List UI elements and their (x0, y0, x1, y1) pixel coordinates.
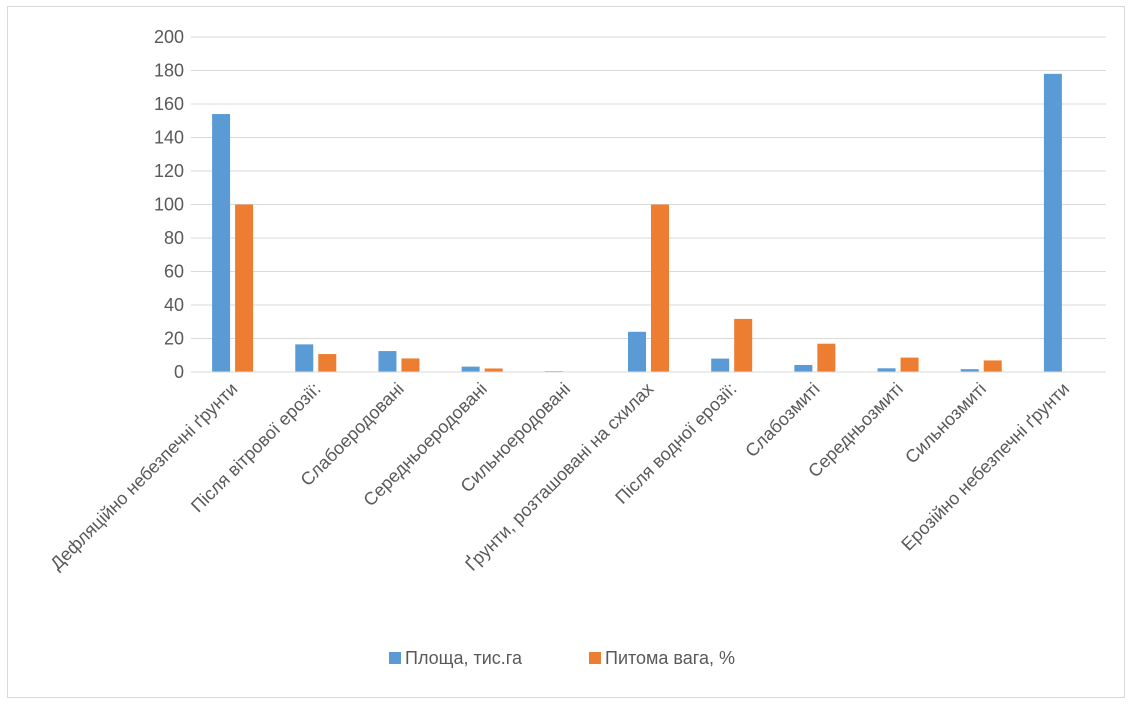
y-tick-label: 80 (164, 228, 184, 248)
bar-series-1 (295, 344, 314, 372)
bar-series-1 (628, 331, 646, 372)
category-label: Ерозійно небезпечні ґрунти (897, 379, 1073, 555)
bar-series-1 (1043, 73, 1062, 372)
bar-series-2 (235, 204, 254, 372)
y-tick-label: 120 (154, 161, 184, 181)
legend-label: Площа, тис.га (405, 648, 523, 668)
bar-series-1 (461, 366, 480, 372)
legend-label: Питома вага, % (605, 648, 735, 668)
bars (212, 73, 1062, 373)
y-tick-label: 60 (164, 262, 184, 282)
y-tick-label: 100 (154, 195, 184, 215)
bar-series-2 (900, 357, 919, 372)
bar-series-1 (794, 364, 813, 372)
y-tick-label: 140 (154, 128, 184, 148)
bar-series-1 (711, 358, 730, 372)
bar-series-1 (877, 368, 896, 372)
y-tick-label: 0 (174, 362, 184, 382)
y-tick-label: 40 (164, 295, 184, 315)
legend-swatch (389, 652, 401, 664)
y-axis-ticks: 0 20 40 60 80 100 120 140 160 180 200 (154, 27, 184, 382)
bar-series-1 (378, 351, 397, 372)
category-label: Слабозмиті (741, 379, 823, 461)
y-tick-label: 20 (164, 329, 184, 349)
bar-series-2 (734, 318, 753, 372)
category-label: Сильнозмиті (901, 379, 990, 468)
bar-series-1 (960, 369, 979, 372)
chart-frame: 0 20 40 60 80 100 120 140 160 180 200 Дефляційно н… (7, 6, 1125, 698)
bar-series-2 (651, 204, 669, 372)
gridlines (191, 36, 1106, 339)
legend: Площа, тис.га Питома вага, % (389, 648, 735, 668)
y-tick-label: 160 (154, 94, 184, 114)
bar-series-1 (212, 114, 231, 373)
bar-series-2 (817, 343, 836, 372)
bar-series-2 (983, 360, 1002, 372)
y-tick-label: 180 (154, 61, 184, 81)
bar-chart: 0 20 40 60 80 100 120 140 160 180 200 Дефляційно н… (46, 27, 1106, 668)
bar-series-2 (401, 358, 420, 372)
legend-swatch (589, 652, 601, 664)
bar-series-2 (484, 368, 503, 372)
bar-series-2 (318, 354, 337, 372)
y-tick-label: 200 (154, 27, 184, 47)
